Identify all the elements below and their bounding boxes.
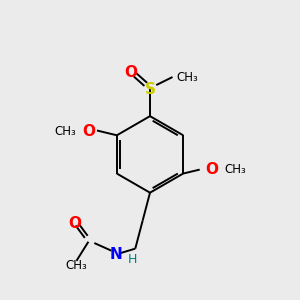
Text: O: O xyxy=(68,215,81,230)
Text: N: N xyxy=(110,247,122,262)
Text: CH₃: CH₃ xyxy=(224,163,246,176)
Text: O: O xyxy=(124,65,137,80)
Text: S: S xyxy=(145,82,155,97)
Text: O: O xyxy=(205,162,218,177)
Text: CH₃: CH₃ xyxy=(54,125,76,138)
Text: CH₃: CH₃ xyxy=(65,259,87,272)
Text: O: O xyxy=(82,124,95,139)
Text: H: H xyxy=(127,254,137,266)
Text: CH₃: CH₃ xyxy=(176,71,198,84)
